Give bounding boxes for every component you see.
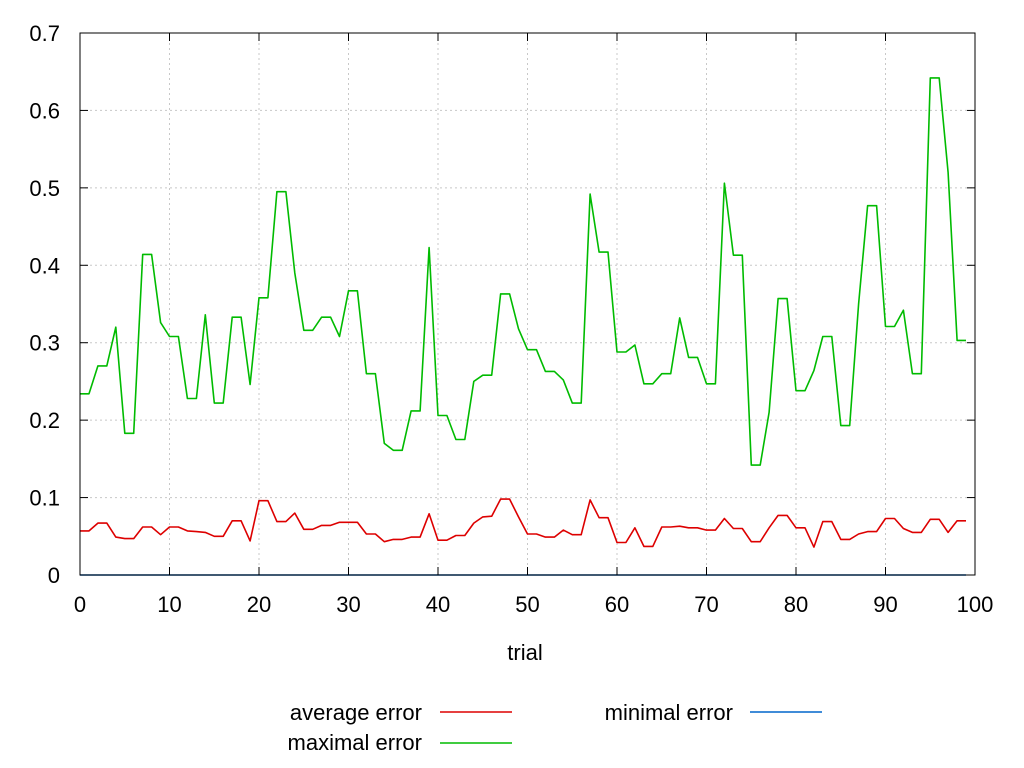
series-layer (80, 77, 966, 576)
grid (80, 33, 975, 575)
legend-label-maximal-error: maximal error (288, 730, 422, 755)
x-tick-label: 50 (515, 592, 539, 617)
y-tick-label: 0.6 (29, 98, 60, 123)
legend: average error maximal error minimal erro… (288, 700, 822, 755)
x-axis-label: trial (507, 640, 542, 665)
y-tick-label: 0 (48, 563, 60, 588)
x-tick-label: 20 (247, 592, 271, 617)
x-tick-label: 60 (605, 592, 629, 617)
x-tick-labels: 0 10 20 30 40 50 60 70 80 90 100 (74, 592, 993, 617)
y-tick-label: 0.7 (29, 21, 60, 46)
x-tick-label: 80 (784, 592, 808, 617)
x-tick-label: 30 (336, 592, 360, 617)
series-line-average-error (80, 498, 966, 548)
ticks (79, 32, 976, 576)
x-tick-label: 0 (74, 592, 86, 617)
y-tick-label: 0.4 (29, 253, 60, 278)
legend-label-average-error: average error (290, 700, 422, 725)
y-tick-label: 0.5 (29, 176, 60, 201)
y-tick-label: 0.3 (29, 331, 60, 356)
x-tick-label: 40 (426, 592, 450, 617)
x-tick-label: 90 (873, 592, 897, 617)
y-tick-label: 0.1 (29, 486, 60, 511)
x-tick-label: 70 (694, 592, 718, 617)
y-tick-label: 0.2 (29, 408, 60, 433)
y-tick-labels: 0 0.1 0.2 0.3 0.4 0.5 0.6 0.7 (29, 21, 60, 588)
x-tick-label: 100 (957, 592, 994, 617)
x-tick-label: 10 (157, 592, 181, 617)
legend-label-minimal-error: minimal error (605, 700, 733, 725)
series-line-maximal-error (80, 77, 966, 466)
